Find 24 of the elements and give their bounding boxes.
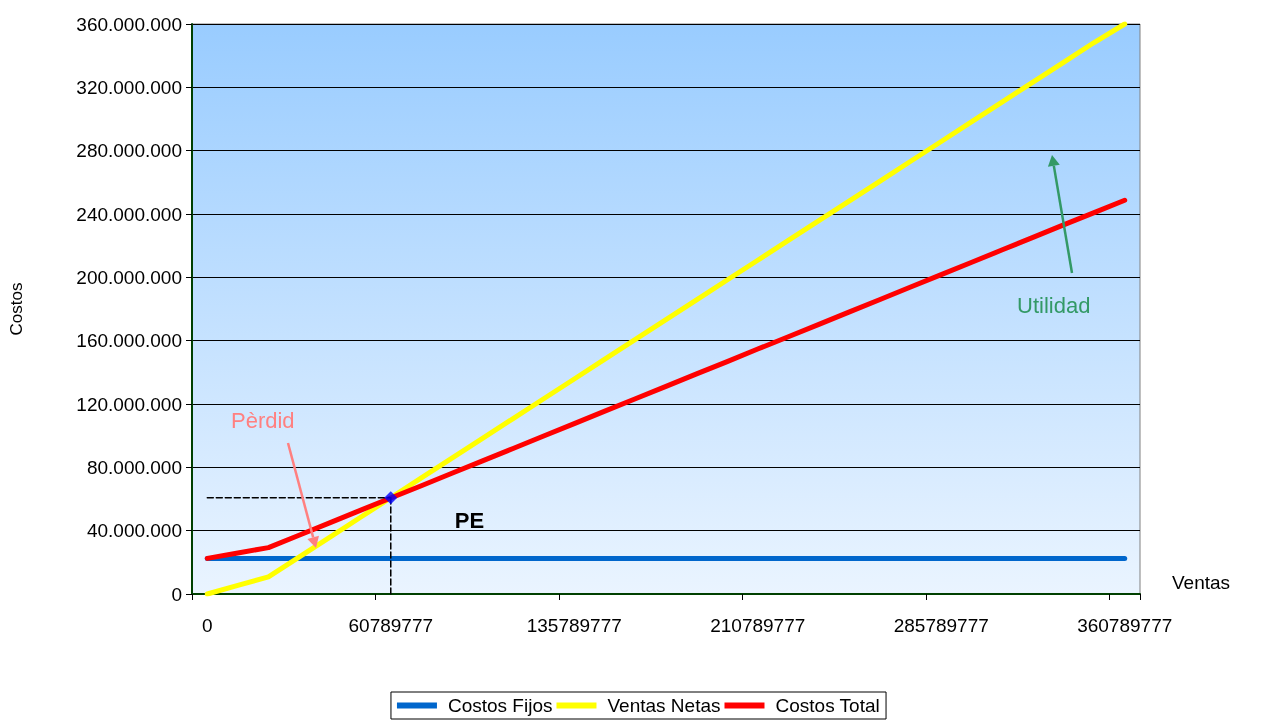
legend-label: Ventas Netas [607, 695, 721, 716]
x-tick-label: 285789777 [893, 615, 989, 636]
x-tick-label: 135789777 [526, 615, 622, 636]
y-tick-label: 0 [171, 583, 182, 605]
x-tick-label: 60789777 [348, 615, 434, 636]
y-tick-label: 40.000.000 [86, 520, 182, 542]
x-axis-title: Ventas [1172, 572, 1231, 593]
y-axis-title: Costos [7, 282, 26, 336]
y-tick-label: 280.000.000 [76, 140, 182, 162]
y-tick-label: 200.000.000 [76, 266, 182, 288]
x-tick-label: 210789777 [710, 615, 806, 636]
y-tick-label: 320.000.000 [76, 76, 182, 98]
y-tick-label: 120.000.000 [76, 393, 182, 415]
y-tick-label: 240.000.000 [76, 203, 182, 225]
legend-label: Costos Total [775, 695, 880, 716]
y-tick-label: 160.000.000 [76, 330, 182, 352]
legend-label: Costos Fijos [447, 695, 553, 716]
y-tick-label: 360.000.000 [76, 13, 182, 35]
y-tick-label: 80.000.000 [86, 456, 182, 478]
x-tick-label: 360789777 [1077, 615, 1173, 636]
x-tick-label: 0 [202, 615, 213, 636]
annotation: PE [454, 507, 485, 534]
annotation: Utilidad [1017, 293, 1091, 319]
annotation: Pèrdid [231, 408, 295, 434]
